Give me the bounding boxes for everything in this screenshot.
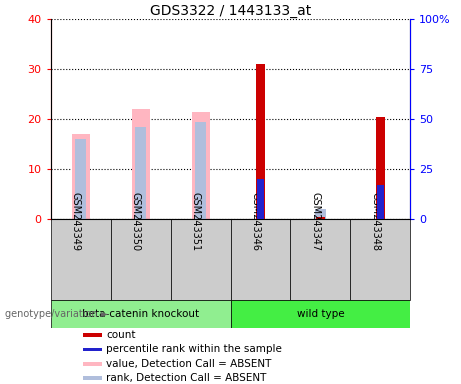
Bar (230, 219, 290, 300)
Bar (256, 64, 265, 219)
Text: GSM243349: GSM243349 (71, 192, 81, 251)
Bar (51, 219, 111, 300)
Title: GDS3322 / 1443133_at: GDS3322 / 1443133_at (150, 4, 311, 18)
Bar (111, 219, 171, 300)
Text: beta-catenin knockout: beta-catenin knockout (82, 309, 199, 319)
Bar (83, 348, 102, 351)
Bar (71, 134, 89, 219)
Bar (290, 219, 350, 300)
Text: GSM243348: GSM243348 (370, 192, 380, 251)
Text: percentile rank within the sample: percentile rank within the sample (106, 344, 282, 354)
Text: count: count (106, 330, 136, 340)
Bar (376, 117, 385, 219)
Text: genotype/variation ►: genotype/variation ► (5, 309, 108, 319)
Text: wild type: wild type (296, 309, 344, 319)
Text: value, Detection Call = ABSENT: value, Detection Call = ABSENT (106, 359, 272, 369)
Text: GSM243350: GSM243350 (130, 192, 141, 251)
Bar (350, 219, 410, 300)
Bar (83, 376, 102, 381)
Bar (230, 300, 410, 328)
Bar (51, 300, 230, 328)
Bar (83, 333, 102, 337)
Bar (83, 362, 102, 366)
Text: GSM243346: GSM243346 (250, 192, 260, 251)
Text: GSM243351: GSM243351 (190, 192, 201, 251)
Bar (315, 209, 326, 219)
Bar (257, 179, 264, 219)
Bar (75, 139, 86, 219)
Text: rank, Detection Call = ABSENT: rank, Detection Call = ABSENT (106, 373, 266, 384)
Bar (171, 219, 230, 300)
Bar (377, 185, 384, 219)
Text: GSM243347: GSM243347 (310, 192, 320, 251)
Bar (316, 217, 325, 219)
Bar (195, 122, 206, 219)
Bar (192, 112, 209, 219)
Bar (135, 127, 146, 219)
Bar (132, 109, 149, 219)
